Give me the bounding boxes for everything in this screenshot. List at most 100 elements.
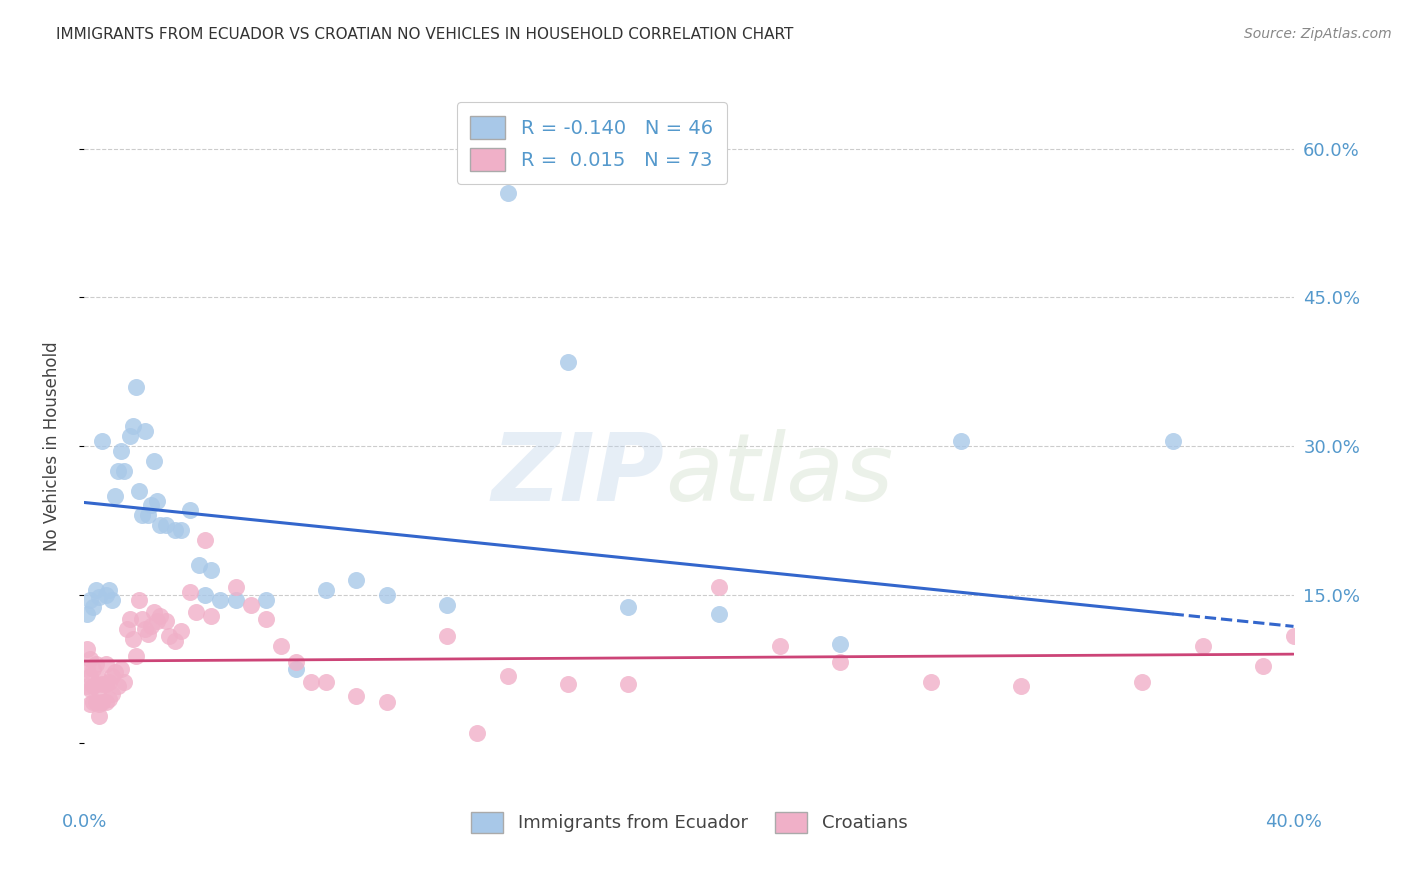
Point [315,582,337,597]
Point [104,489,127,503]
Point [557,677,579,691]
Point [115,623,138,637]
Point [436,598,458,612]
Point [89,590,111,604]
Point [157,629,180,643]
Point [346,573,368,587]
Point [118,612,141,626]
Point [82,695,104,709]
Point [89,697,111,711]
Point [254,592,277,607]
Point [142,605,165,619]
Point [86,695,108,709]
Point [118,429,141,443]
Point [830,655,852,669]
Point [1161,434,1184,448]
Point [128,592,150,607]
Point [89,708,111,723]
Point [82,599,104,614]
Point [136,508,159,523]
Point [709,607,731,622]
Point [149,518,172,533]
Point [107,464,129,478]
Point [200,563,222,577]
Text: ZIP: ZIP [492,428,665,521]
Point [91,677,114,691]
Point [194,533,217,548]
Point [165,634,187,648]
Point [1130,674,1153,689]
Point [194,588,217,602]
Point [146,615,169,629]
Point [79,697,101,711]
Point [125,649,148,664]
Point [94,588,117,602]
Point [225,592,247,607]
Legend: Immigrants from Ecuador, Croatians: Immigrants from Ecuador, Croatians [460,801,918,844]
Point [121,419,143,434]
Point [97,691,120,706]
Point [557,355,579,369]
Point [239,598,262,612]
Point [179,584,201,599]
Point [131,612,153,626]
Point [89,672,111,686]
Point [94,657,117,671]
Point [467,726,489,740]
Point [82,662,104,676]
Point [146,493,169,508]
Point [709,580,731,594]
Point [165,523,187,537]
Point [1011,679,1033,693]
Point [82,679,104,693]
Point [100,687,122,701]
Point [155,518,177,533]
Point [100,669,122,683]
Point [79,592,101,607]
Point [125,379,148,393]
Y-axis label: No Vehicles in Household: No Vehicles in Household [42,341,60,551]
Point [91,434,114,448]
Point [134,424,156,438]
Point [285,655,308,669]
Text: Source: ZipAtlas.com: Source: ZipAtlas.com [1244,27,1392,41]
Point [375,695,398,709]
Point [97,582,120,597]
Point [149,609,172,624]
Point [346,689,368,703]
Point [254,612,277,626]
Point [920,674,942,689]
Point [97,674,120,689]
Point [112,674,135,689]
Point [131,508,153,523]
Point [285,662,308,676]
Point [94,695,117,709]
Point [200,609,222,624]
Point [79,669,101,683]
Point [142,454,165,468]
Point [76,679,98,693]
Point [139,499,162,513]
Point [79,652,101,666]
Point [179,503,201,517]
Point [950,434,973,448]
Point [134,623,156,637]
Text: atlas: atlas [665,429,893,520]
Point [496,186,519,201]
Point [186,605,208,619]
Point [375,588,398,602]
Point [94,677,117,691]
Point [1282,629,1305,643]
Point [112,464,135,478]
Point [617,599,640,614]
Point [139,619,162,633]
Point [107,679,129,693]
Point [225,580,247,594]
Point [769,639,792,653]
Point [209,592,232,607]
Point [1253,659,1275,673]
Point [315,674,337,689]
Point [79,681,101,696]
Point [86,582,108,597]
Point [86,677,108,691]
